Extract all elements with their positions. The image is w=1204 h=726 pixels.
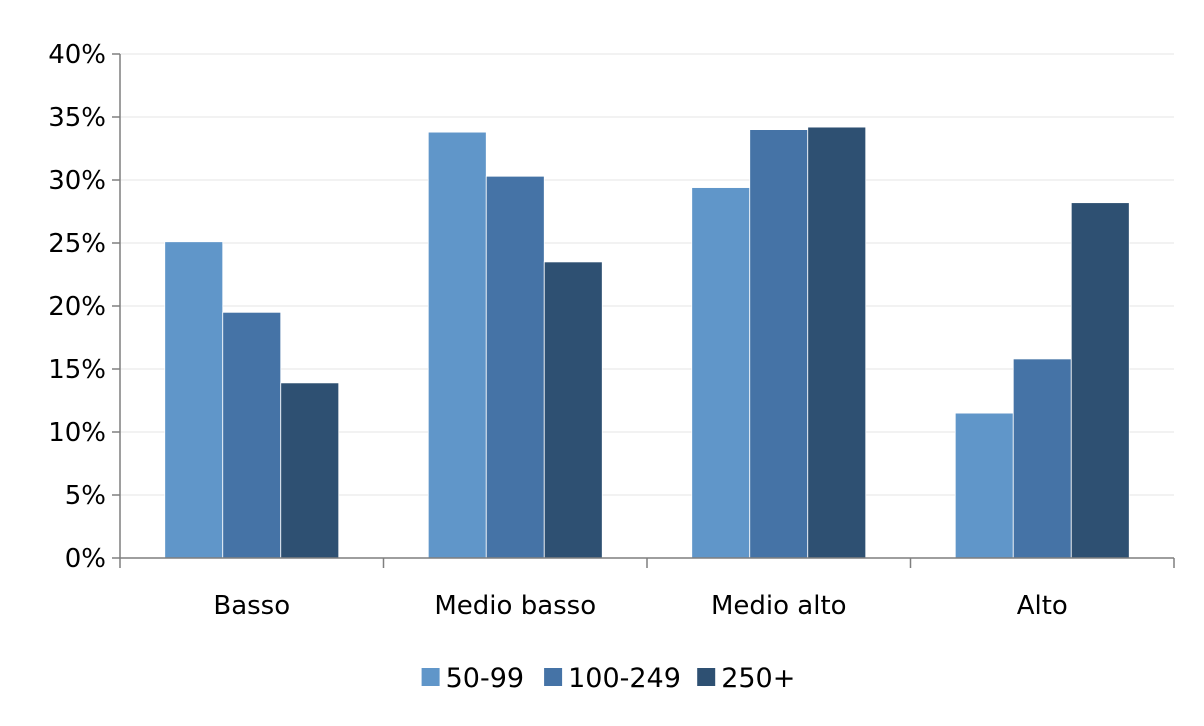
legend-label: 100-249 [568, 663, 681, 694]
bar-50-99-medio-alto [691, 187, 751, 559]
y-tick-label: 5% [65, 481, 106, 511]
x-category-label: Basso [213, 591, 290, 621]
y-tick-label: 35% [48, 103, 106, 133]
bar-50-99-alto [954, 412, 1014, 559]
bar-250+-alto [1070, 202, 1130, 559]
x-category-label: Medio alto [711, 591, 847, 621]
x-category-label: Medio basso [434, 591, 596, 621]
y-tick-label: 15% [48, 355, 106, 385]
x-axis-category-labels: Basso Medio basso Medio alto Alto [213, 591, 1067, 621]
axes [112, 53, 1175, 568]
bars [164, 126, 1130, 559]
bar-100-249-alto [1012, 358, 1072, 559]
legend-swatch [544, 668, 563, 686]
bar-50-99-basso [164, 241, 224, 559]
y-tick-label: 30% [48, 166, 106, 196]
y-tick-label: 10% [48, 418, 106, 448]
legend-swatch [421, 668, 440, 686]
legend-label: 250+ [721, 663, 795, 694]
legend: 50-99 100-249 250+ [421, 663, 795, 694]
bar-250+-medio-basso [543, 261, 603, 559]
bar-250+-basso [280, 382, 340, 559]
y-tick-label: 25% [48, 229, 106, 259]
legend-label: 50-99 [446, 663, 524, 694]
bar-100-249-medio-basso [485, 175, 545, 559]
bar-50-99-medio-basso [427, 131, 487, 559]
y-tick-label: 0% [65, 544, 106, 574]
y-axis-tick-labels: 0% 5% 10% 15% 20% 25% 30% 35% 40% [48, 40, 106, 574]
bar-100-249-basso [222, 311, 282, 559]
bar-100-249-medio-alto [749, 129, 809, 559]
legend-swatch [697, 668, 716, 686]
y-tick-label: 40% [48, 40, 106, 70]
bar-250+-medio-alto [807, 126, 867, 559]
x-category-label: Alto [1017, 591, 1068, 621]
y-tick-label: 20% [48, 292, 106, 322]
